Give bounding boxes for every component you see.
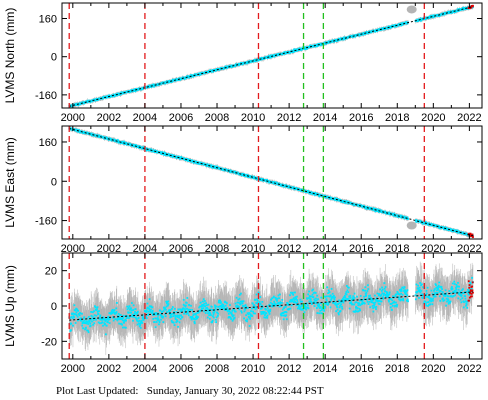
data-point bbox=[128, 91, 131, 94]
y-tick-label: 0 bbox=[51, 52, 57, 64]
data-point bbox=[298, 49, 301, 52]
data-point bbox=[391, 26, 394, 29]
data-point bbox=[320, 44, 323, 46]
plot-frame bbox=[61, 2, 483, 109]
y-axis-label: LVMS North (mm) bbox=[3, 8, 17, 104]
plot-area bbox=[68, 3, 474, 108]
data-point bbox=[304, 48, 307, 51]
data-point bbox=[290, 49, 293, 52]
x-tick-label: 2010 bbox=[241, 112, 265, 124]
data-point bbox=[388, 25, 391, 28]
x-axis: 2000 2002 2004 2006 2008 2010 2012 2014 2016 2018… bbox=[61, 3, 482, 124]
data-point bbox=[123, 140, 125, 143]
data-point bbox=[119, 93, 122, 96]
x-tick-label: 2014 bbox=[313, 112, 337, 124]
plot-area bbox=[68, 126, 474, 239]
data-point bbox=[422, 18, 425, 21]
y-tick-label: -160 bbox=[35, 90, 57, 102]
y-axis: -160 0 160 bbox=[35, 14, 482, 102]
data-point bbox=[148, 86, 151, 89]
data-point bbox=[180, 155, 183, 158]
data-point bbox=[134, 90, 137, 93]
data-point bbox=[116, 94, 119, 97]
gap-marker bbox=[406, 5, 417, 14]
data-point bbox=[443, 13, 446, 16]
data-point bbox=[192, 159, 194, 162]
data-point bbox=[343, 38, 345, 41]
data-point bbox=[78, 129, 80, 131]
data-point bbox=[253, 60, 256, 63]
x-tick-label: 2016 bbox=[349, 112, 373, 124]
data-point bbox=[220, 167, 222, 170]
data-point bbox=[420, 19, 422, 22]
data-point bbox=[210, 164, 213, 167]
east-panel: 2000 2002 2004 2006 2008 2010 2012 2014 2016 2018… bbox=[3, 125, 483, 255]
y-tick-label: 160 bbox=[39, 14, 57, 26]
x-tick-label: 2012 bbox=[277, 112, 301, 124]
data-point bbox=[262, 178, 265, 180]
data-point bbox=[266, 179, 269, 181]
data-point bbox=[150, 86, 153, 89]
data-point bbox=[144, 146, 147, 149]
data-point bbox=[234, 65, 237, 67]
data-point bbox=[192, 161, 195, 164]
data-point bbox=[77, 104, 80, 107]
data-point bbox=[168, 153, 171, 156]
data-point bbox=[186, 158, 189, 160]
recent-point bbox=[470, 6, 473, 9]
data-point bbox=[211, 166, 214, 169]
data-point bbox=[456, 8, 459, 11]
data-point bbox=[160, 153, 163, 155]
data-point bbox=[216, 165, 219, 168]
data-point bbox=[432, 16, 435, 19]
data-point bbox=[117, 139, 119, 142]
data-point bbox=[257, 59, 260, 62]
x-tick-label: 2018 bbox=[385, 112, 409, 124]
data-point bbox=[145, 149, 148, 152]
x-tick-label: 2020 bbox=[421, 112, 445, 124]
data-point bbox=[120, 91, 123, 94]
data-point bbox=[153, 85, 155, 88]
data-point bbox=[458, 7, 461, 10]
data-point bbox=[89, 101, 92, 104]
x-tick-label: 2002 bbox=[97, 112, 121, 124]
x-tick-label: 2008 bbox=[205, 112, 229, 124]
data-point bbox=[112, 93, 115, 96]
data-point bbox=[327, 41, 330, 44]
data-point bbox=[212, 165, 215, 167]
data-point bbox=[108, 94, 111, 97]
data-point bbox=[466, 7, 468, 10]
x-tick-label: 2000 bbox=[61, 112, 85, 124]
data-point bbox=[329, 41, 332, 44]
data-point bbox=[376, 30, 379, 32]
x-tick-label: 2006 bbox=[169, 112, 193, 124]
data-point bbox=[364, 33, 367, 35]
north-panel: 2000 2002 2004 2006 2008 2010 2012 2014 2016 2018… bbox=[3, 2, 483, 124]
x-tick-label: 2022 bbox=[457, 112, 481, 124]
data-point bbox=[374, 30, 377, 33]
recent-point bbox=[472, 4, 474, 7]
data-point bbox=[177, 155, 180, 158]
trend-line bbox=[69, 6, 474, 107]
data-point bbox=[334, 38, 337, 41]
data-point bbox=[206, 163, 209, 166]
x-tick-label: 2004 bbox=[133, 112, 157, 124]
data-point bbox=[387, 25, 390, 28]
